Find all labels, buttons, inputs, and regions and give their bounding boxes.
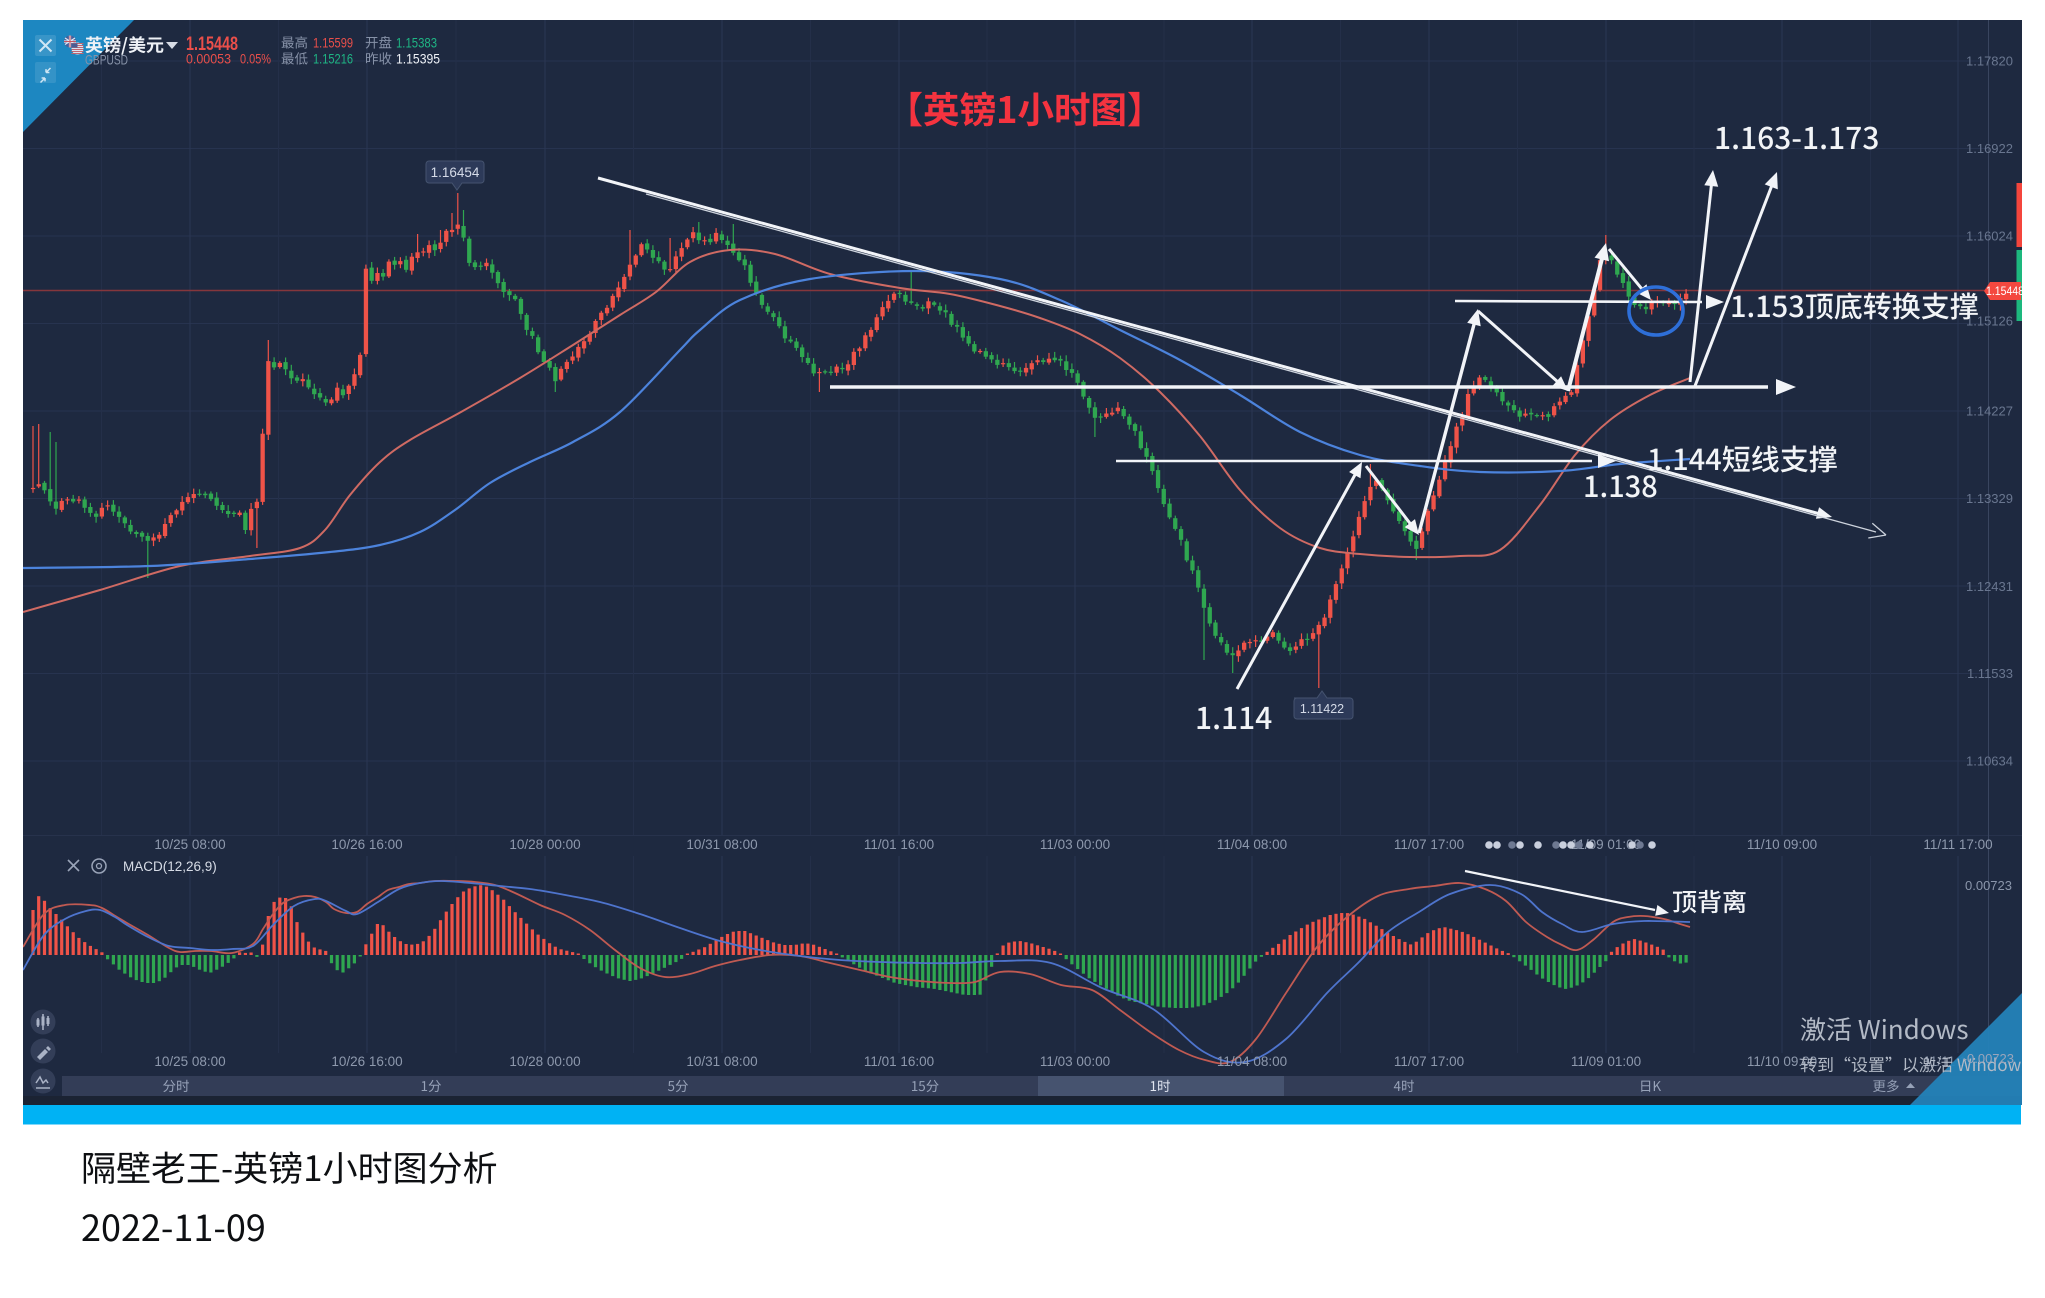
svg-text:0.00053: 0.00053 bbox=[186, 52, 231, 67]
svg-text:-0.00723: -0.00723 bbox=[1963, 1051, 2014, 1066]
svg-text:GBPUSD: GBPUSD bbox=[85, 52, 128, 68]
svg-text:10/28 00:00: 10/28 00:00 bbox=[509, 837, 580, 852]
svg-text:1.16922: 1.16922 bbox=[1966, 141, 2013, 156]
svg-text:11/07 17:00: 11/07 17:00 bbox=[1394, 1054, 1464, 1069]
svg-text:0.05%: 0.05% bbox=[240, 52, 271, 67]
svg-text:1.15599: 1.15599 bbox=[313, 35, 353, 51]
svg-text:1.16454: 1.16454 bbox=[431, 165, 480, 180]
svg-text:11/09 01:00: 11/09 01:00 bbox=[1571, 1054, 1641, 1069]
svg-text:1.15126: 1.15126 bbox=[1966, 314, 2013, 329]
svg-text:10/28 00:00: 10/28 00:00 bbox=[509, 1054, 580, 1069]
svg-text:11/10 09:00: 11/10 09:00 bbox=[1747, 837, 1817, 852]
svg-text:11/03 00:00: 11/03 00:00 bbox=[1040, 1054, 1110, 1069]
svg-text:1.14227: 1.14227 bbox=[1966, 404, 2013, 419]
svg-text:11/04 08:00: 11/04 08:00 bbox=[1217, 837, 1287, 852]
svg-text:11/10 09:00: 11/10 09:00 bbox=[1747, 1054, 1817, 1069]
svg-text:11/04 08:00: 11/04 08:00 bbox=[1217, 1054, 1287, 1069]
svg-text:10/25 08:00: 10/25 08:00 bbox=[154, 1054, 225, 1069]
svg-text:1.13329: 1.13329 bbox=[1966, 491, 2013, 506]
svg-text:1.16024: 1.16024 bbox=[1966, 229, 2013, 244]
svg-text:10/31 08:00: 10/31 08:00 bbox=[686, 837, 757, 852]
svg-text:11/01 16:00: 11/01 16:00 bbox=[864, 1054, 934, 1069]
svg-text:10/31 08:00: 10/31 08:00 bbox=[686, 1054, 757, 1069]
svg-text:1.15395: 1.15395 bbox=[396, 51, 440, 67]
svg-text:1.15448: 1.15448 bbox=[186, 33, 238, 55]
svg-text:1.15383: 1.15383 bbox=[396, 35, 437, 51]
svg-text:10/26 16:00: 10/26 16:00 bbox=[331, 1054, 402, 1069]
svg-text:1.11422: 1.11422 bbox=[1300, 702, 1344, 716]
svg-text:11/03 00:00: 11/03 00:00 bbox=[1040, 837, 1110, 852]
svg-text:1.17820: 1.17820 bbox=[1966, 54, 2013, 69]
svg-text:1.10634: 1.10634 bbox=[1966, 754, 2013, 769]
svg-text:1.12431: 1.12431 bbox=[1966, 579, 2013, 594]
svg-text:1.11533: 1.11533 bbox=[1967, 666, 2013, 681]
svg-text:11/01 16:00: 11/01 16:00 bbox=[864, 837, 934, 852]
svg-text:0.00723: 0.00723 bbox=[1965, 878, 2012, 893]
svg-text:11/11 17:00: 11/11 17:00 bbox=[1923, 837, 1992, 852]
svg-text:1.15448: 1.15448 bbox=[1986, 286, 2024, 298]
svg-text:10/26 16:00: 10/26 16:00 bbox=[331, 837, 402, 852]
svg-text:MACD(12,26,9): MACD(12,26,9) bbox=[123, 859, 217, 874]
svg-text:10/25 08:00: 10/25 08:00 bbox=[154, 837, 225, 852]
svg-text:1.15216: 1.15216 bbox=[313, 51, 353, 67]
svg-text:11/07 17:00: 11/07 17:00 bbox=[1394, 837, 1464, 852]
